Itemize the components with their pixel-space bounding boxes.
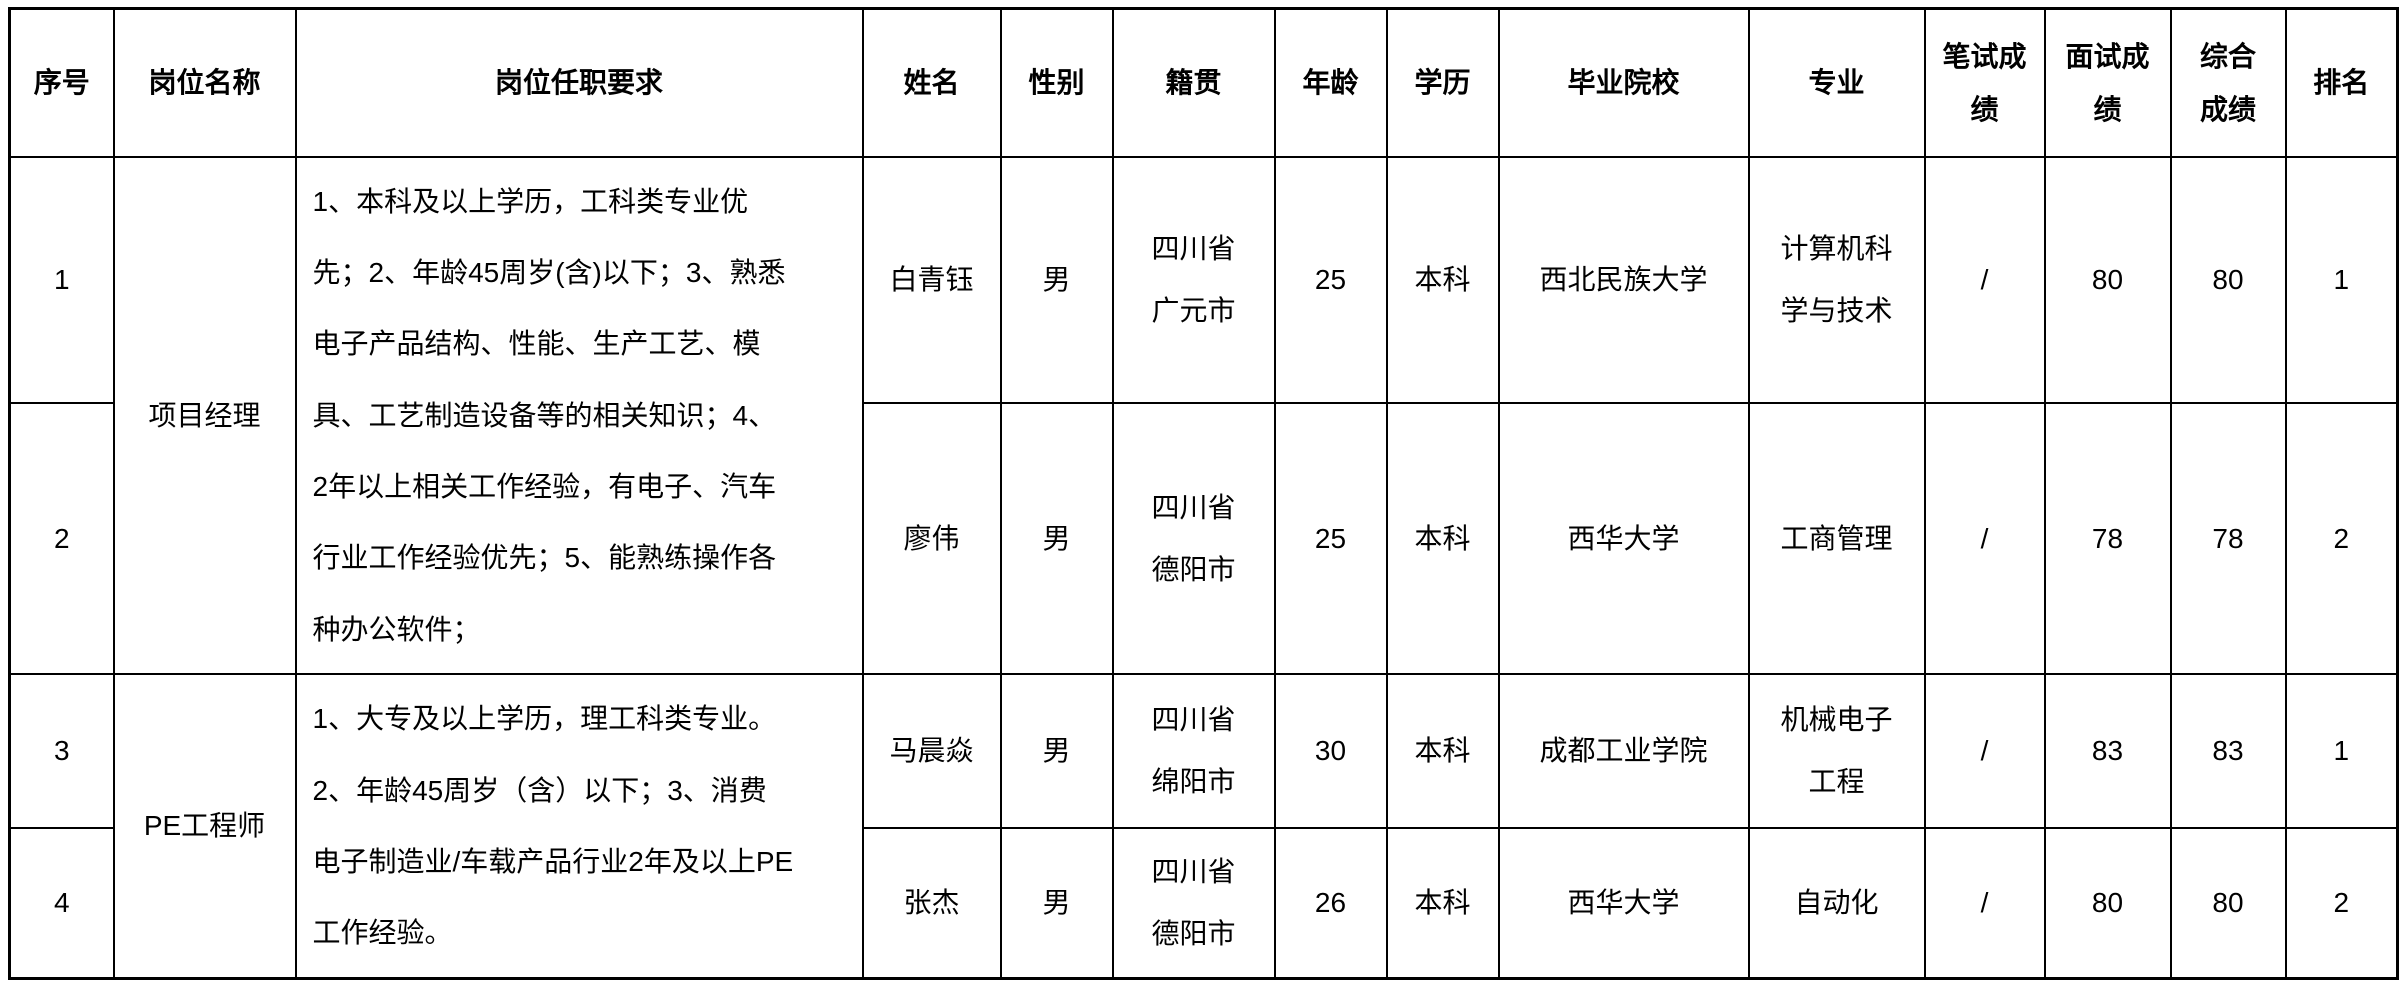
col-header-major: 专业 [1747, 7, 1926, 158]
cell-hometown: 四川省 德阳市 [1111, 826, 1276, 980]
col-header-position: 岗位名称 [112, 7, 297, 158]
cell-rank: 1 [2284, 673, 2399, 829]
cell-gender: 男 [999, 155, 1114, 404]
cell-position: PE工程师 [112, 673, 297, 980]
cell-major: 机械电子 工程 [1747, 673, 1926, 829]
cell-age: 25 [1273, 401, 1388, 676]
cell-gender: 男 [999, 401, 1114, 676]
header-row: 序号 岗位名称 岗位任职要求 姓名 性别 籍贯 年龄 学历 毕业院校 专业 笔试… [8, 7, 2399, 158]
cell-position: 项目经理 [112, 155, 297, 676]
cell-age: 26 [1273, 826, 1388, 980]
cell-written-score: / [1923, 673, 2046, 829]
cell-school: 西华大学 [1497, 826, 1750, 980]
cell-seq: 4 [8, 826, 115, 980]
cell-interview-score: 80 [2043, 155, 2172, 404]
cell-name: 廖伟 [861, 401, 1002, 676]
col-header-rank: 排名 [2284, 7, 2399, 158]
cell-hometown: 四川省 广元市 [1111, 155, 1276, 404]
cell-requirements: 1、本科及以上学历，工科类专业优 先；2、年龄45周岁(含)以下；3、熟悉 电子… [294, 155, 864, 676]
cell-education: 本科 [1385, 155, 1500, 404]
cell-school: 成都工业学院 [1497, 673, 1750, 829]
cell-age: 30 [1273, 673, 1388, 829]
cell-name: 张杰 [861, 826, 1002, 980]
cell-rank: 2 [2284, 401, 2399, 676]
cell-gender: 男 [999, 826, 1114, 980]
cell-education: 本科 [1385, 673, 1500, 829]
cell-major: 计算机科 学与技术 [1747, 155, 1926, 404]
cell-education: 本科 [1385, 826, 1500, 980]
cell-written-score: / [1923, 826, 2046, 980]
cell-name: 马晨焱 [861, 673, 1002, 829]
cell-school: 西华大学 [1497, 401, 1750, 676]
table-row: 2 廖伟 男 四川省 德阳市 25 本科 西华大学 工商管理 / 78 78 2 [8, 401, 2399, 676]
table-row: 1 项目经理 1、本科及以上学历，工科类专业优 先；2、年龄45周岁(含)以下；… [8, 155, 2399, 676]
col-header-gender: 性别 [999, 7, 1114, 158]
cell-requirements: 1、大专及以上学历，理工科类专业。 2、年龄45周岁（含）以下；3、消费 电子制… [294, 673, 864, 980]
cell-interview-score: 83 [2043, 673, 2172, 829]
cell-school: 西北民族大学 [1497, 155, 1750, 404]
cell-education: 本科 [1385, 401, 1500, 676]
col-header-seq: 序号 [8, 7, 115, 158]
col-header-interview-score: 面试成 绩 [2043, 7, 2172, 158]
col-header-school: 毕业院校 [1497, 7, 1750, 158]
col-header-age: 年龄 [1273, 7, 1388, 158]
cell-written-score: / [1923, 155, 2046, 404]
col-header-overall-score: 综合 成绩 [2169, 7, 2287, 158]
cell-major: 自动化 [1747, 826, 1926, 980]
cell-seq: 3 [8, 673, 115, 829]
col-header-name: 姓名 [861, 7, 1002, 158]
cell-major: 工商管理 [1747, 401, 1926, 676]
cell-hometown: 四川省 德阳市 [1111, 401, 1276, 676]
table-row: 4 张杰 男 四川省 德阳市 26 本科 西华大学 自动化 / 80 80 2 [8, 826, 2399, 980]
cell-overall-score: 80 [2169, 826, 2287, 980]
cell-written-score: / [1923, 401, 2046, 676]
table-row: 3 PE工程师 1、大专及以上学历，理工科类专业。 2、年龄45周岁（含）以下；… [8, 673, 2399, 980]
col-header-hometown: 籍贯 [1111, 7, 1276, 158]
cell-rank: 1 [2284, 155, 2399, 404]
cell-name: 白青钰 [861, 155, 1002, 404]
cell-seq: 1 [8, 155, 115, 404]
col-header-requirements: 岗位任职要求 [294, 7, 864, 158]
cell-overall-score: 78 [2169, 401, 2287, 676]
recruitment-results-table: 序号 岗位名称 岗位任职要求 姓名 性别 籍贯 年龄 学历 毕业院校 专业 笔试… [8, 7, 2399, 980]
cell-gender: 男 [999, 673, 1114, 829]
cell-seq: 2 [8, 401, 115, 676]
cell-overall-score: 80 [2169, 155, 2287, 404]
cell-interview-score: 80 [2043, 826, 2172, 980]
col-header-written-score: 笔试成 绩 [1923, 7, 2046, 158]
cell-interview-score: 78 [2043, 401, 2172, 676]
cell-overall-score: 83 [2169, 673, 2287, 829]
col-header-education: 学历 [1385, 7, 1500, 158]
cell-hometown: 四川省 绵阳市 [1111, 673, 1276, 829]
cell-age: 25 [1273, 155, 1388, 404]
cell-rank: 2 [2284, 826, 2399, 980]
